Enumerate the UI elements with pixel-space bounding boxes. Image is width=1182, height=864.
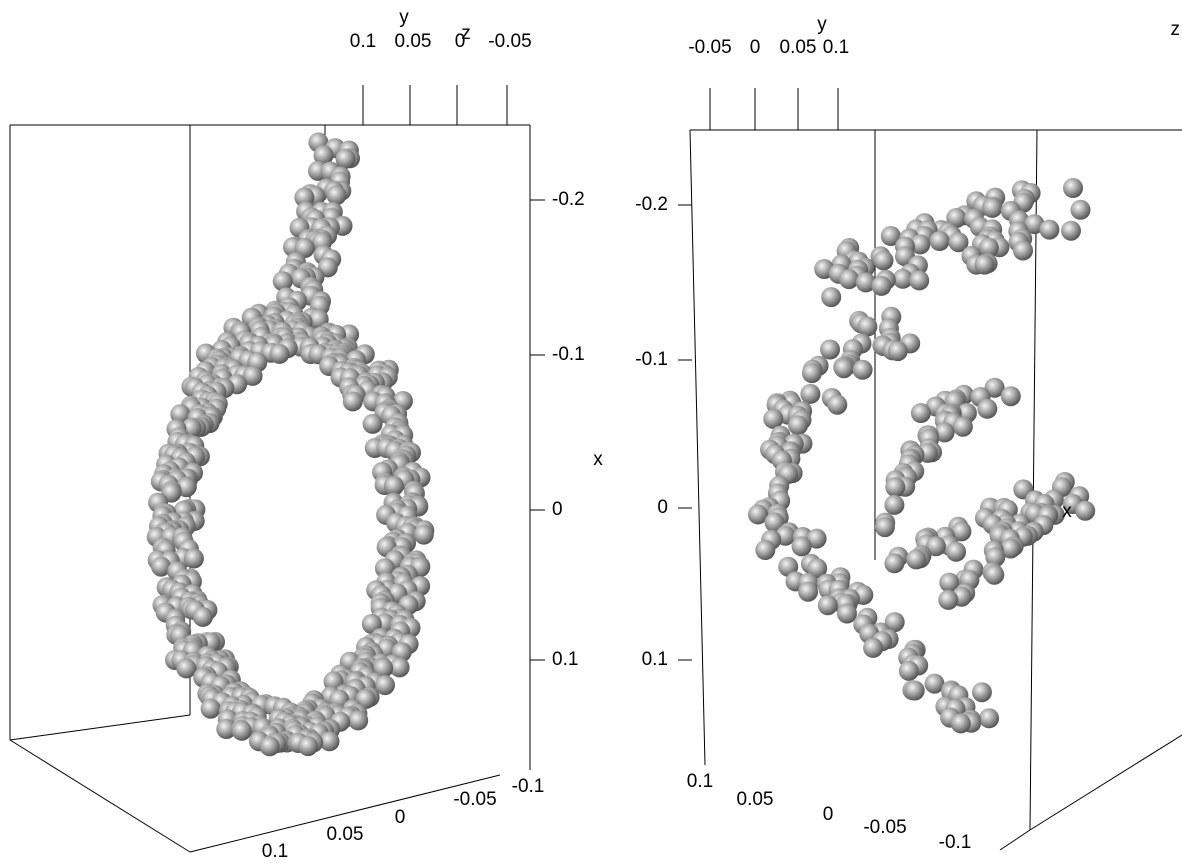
scene: 0.1 0.05 0 -0.05 y z -0.2 -0.1 0 0.1 x 0.1 0.05 0 -0.0… — [0, 0, 1182, 864]
sphere — [977, 399, 997, 419]
sphere — [260, 736, 280, 756]
sphere — [755, 540, 775, 560]
sphere — [1039, 220, 1059, 240]
sphere — [414, 525, 434, 545]
sphere — [184, 549, 204, 569]
sphere — [201, 699, 221, 719]
sphere — [1061, 221, 1081, 241]
bottom-tick-label: 0 — [823, 804, 834, 825]
sphere — [875, 517, 895, 537]
sphere — [853, 360, 873, 380]
sphere — [1013, 241, 1033, 261]
axis-label: x — [593, 449, 603, 470]
bottom-tick-label: 0 — [395, 807, 406, 828]
sphere — [348, 710, 368, 730]
sphere — [343, 391, 363, 411]
sphere — [837, 604, 857, 624]
sphere — [798, 582, 818, 602]
sphere — [863, 638, 883, 658]
bottom-tick-label: 0.1 — [262, 841, 288, 862]
top-tick-label: 0.05 — [395, 31, 432, 52]
right-tick-label: 0.1 — [552, 649, 578, 670]
sphere — [974, 255, 994, 275]
sphere — [792, 536, 812, 556]
sphere — [911, 403, 931, 423]
sphere — [979, 708, 999, 728]
sphere — [193, 607, 213, 627]
sphere — [888, 341, 908, 361]
axis-label: y — [399, 7, 409, 28]
sphere — [982, 198, 1002, 218]
sphere — [802, 363, 822, 383]
bottom-tick-label: -0.05 — [863, 817, 906, 838]
sphere — [938, 590, 958, 610]
bottom-tick-label: 0.1 — [687, 771, 713, 792]
sphere — [327, 185, 347, 205]
bottom-tick-label: 0.05 — [327, 824, 364, 845]
sphere — [820, 340, 840, 360]
sphere — [1071, 200, 1091, 220]
sphere — [930, 231, 950, 251]
sphere — [946, 542, 966, 562]
sphere — [1075, 501, 1095, 521]
left-tick-label: 0 — [657, 497, 668, 518]
sphere — [884, 553, 904, 573]
sphere — [951, 713, 971, 733]
sphere — [298, 736, 318, 756]
right-tick-label: -0.2 — [552, 189, 585, 210]
sphere — [176, 658, 196, 678]
top-tick-label: 0 — [750, 37, 761, 58]
sphere — [363, 414, 383, 434]
sphere — [972, 682, 992, 702]
sphere — [821, 287, 841, 307]
sphere — [953, 417, 973, 437]
sphere — [906, 549, 926, 569]
top-tick-label: -0.05 — [488, 31, 531, 52]
sphere — [800, 384, 820, 404]
bottom-tick-label: -0.1 — [939, 832, 972, 853]
axis-label: y — [817, 14, 827, 35]
sphere — [885, 477, 905, 497]
top-tick-label: -0.05 — [688, 37, 731, 58]
sphere — [827, 395, 847, 415]
sphere — [884, 495, 904, 515]
sphere — [1063, 178, 1083, 198]
bottom-tick-label: -0.05 — [453, 789, 496, 810]
right-tick-label: -0.1 — [552, 344, 585, 365]
left-tick-label: -0.1 — [635, 349, 668, 370]
top-tick-label: 0.1 — [823, 37, 849, 58]
sphere — [834, 358, 854, 378]
sphere — [909, 270, 929, 290]
right-tick-label: 0 — [552, 499, 563, 520]
sphere — [839, 269, 859, 289]
sphere — [1001, 386, 1021, 406]
axis-label: z — [1171, 19, 1181, 40]
sphere — [984, 565, 1004, 585]
sphere — [899, 661, 919, 681]
sphere — [874, 250, 894, 270]
axis-label: x — [1062, 501, 1072, 522]
sphere — [269, 344, 289, 364]
axis-label: z — [461, 23, 471, 44]
sphere — [857, 317, 877, 337]
left-tick-label: -0.2 — [635, 194, 668, 215]
sphere — [788, 415, 808, 435]
sphere — [871, 276, 891, 296]
top-tick-label: 0.05 — [780, 37, 817, 58]
bottom-tick-label: -0.1 — [512, 776, 545, 797]
sphere — [905, 681, 925, 701]
sphere — [818, 595, 838, 615]
left-tick-label: 0.1 — [642, 649, 668, 670]
point-cloud — [147, 132, 1095, 756]
top-tick-label: 0.1 — [350, 31, 376, 52]
bottom-tick-label: 0.05 — [737, 789, 774, 810]
sphere — [232, 721, 252, 741]
